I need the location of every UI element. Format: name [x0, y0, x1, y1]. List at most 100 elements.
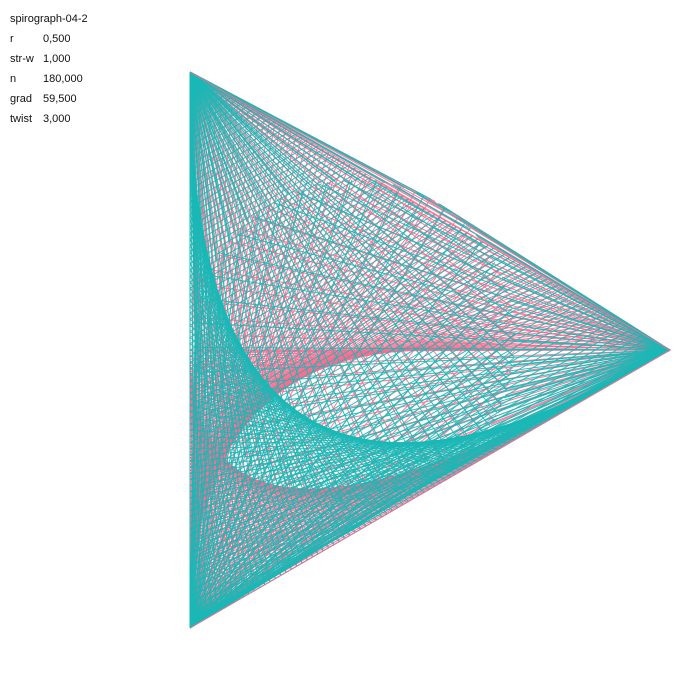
spiro-line-teal: [189, 83, 212, 98]
spiro-line-pink: [189, 217, 459, 629]
spiro-line-teal: [189, 90, 223, 110]
spiro-line-teal: [189, 161, 345, 252]
spiro-line-teal: [189, 284, 559, 499]
param-row-str-w: str-w 1,000: [10, 49, 88, 69]
spiro-line-teal: [189, 198, 282, 629]
spiro-line-teal: [189, 331, 639, 592]
spiro-line-teal: [189, 71, 469, 454]
spiro-line-teal: [189, 297, 580, 524]
param-row-n: n 180,000: [10, 69, 88, 89]
spiro-line-teal: [189, 358, 655, 610]
spiro-line-teal: [189, 71, 515, 357]
spiro-line-teal: [189, 315, 612, 561]
spiro-line-teal: [295, 190, 671, 351]
spiro-line-teal: [189, 151, 329, 234]
spiro-line-teal: [189, 361, 649, 604]
param-value: 59,500: [43, 93, 77, 105]
spiro-line-teal: [189, 139, 308, 209]
spiro-line-teal: [189, 281, 553, 493]
spiro-line-teal: [189, 355, 660, 617]
spiro-line-teal: [189, 86, 217, 104]
spiro-line-teal: [189, 71, 453, 214]
param-row-r: r 0,500: [10, 29, 88, 49]
spiro-line-teal: [253, 216, 671, 351]
spiro-line-teal: [189, 216, 441, 363]
spiro-line-teal: [189, 117, 271, 166]
spiro-line-teal: [189, 219, 447, 369]
spiro-line-teal: [198, 349, 671, 373]
spiro-line-teal: [189, 272, 537, 475]
spiro-line-teal: [189, 99, 239, 129]
spiro-line-teal: [189, 300, 585, 530]
spiro-line-teal: [189, 71, 407, 492]
spiro-line-teal: [189, 340, 655, 610]
spiro-line-teal: [189, 364, 644, 598]
spiro-line-teal: [189, 173, 367, 277]
spiro-line-teal: [511, 349, 671, 375]
spiro-line-teal: [189, 71, 458, 464]
sketch-title: spirograph-04-2: [10, 13, 88, 25]
spiro-line-teal: [200, 298, 671, 351]
spiro-line-teal: [189, 111, 260, 153]
spiro-line-teal: [189, 114, 265, 159]
spiro-line-teal: [189, 71, 471, 230]
spiro-line-teal: [189, 229, 463, 388]
spiro-line-teal: [189, 222, 452, 376]
spiro-line-teal: [189, 192, 399, 314]
spiro-line-teal: [189, 71, 334, 499]
param-key: r: [10, 33, 14, 45]
spiro-line-teal: [189, 102, 244, 135]
spiro-line-teal: [189, 133, 297, 197]
spiro-line-teal: [189, 287, 564, 505]
spiro-line-teal: [189, 495, 391, 629]
spiro-line-teal: [189, 71, 499, 271]
spiro-line-teal: [189, 170, 361, 271]
spiro-line-teal: [189, 71, 253, 463]
spiro-line-teal: [189, 188, 393, 308]
spiro-line-teal: [189, 71, 485, 435]
param-value: 0,500: [43, 33, 71, 45]
spiro-line-teal: [189, 207, 425, 345]
spiro-line-teal: [509, 300, 671, 351]
spiro-line-teal: [189, 71, 451, 470]
spiro-line-teal: [189, 241, 484, 413]
param-key: str-w: [10, 53, 34, 65]
spiro-line-teal: [189, 213, 436, 357]
spiro-line-pink: [213, 349, 671, 416]
spiro-line-teal: [189, 142, 313, 215]
spiro-line-teal: [189, 259, 516, 450]
spiro-line-teal: [189, 185, 388, 302]
spiro-line-teal: [189, 154, 335, 240]
spiro-line-teal: [273, 201, 671, 351]
spiro-line-teal: [189, 179, 377, 289]
spiro-line-teal: [189, 309, 601, 549]
spiro-line-teal: [189, 269, 532, 468]
spiro-line-teal: [189, 145, 319, 221]
spiro-line-teal: [189, 96, 233, 122]
spiro-line-teal: [229, 349, 671, 440]
spiro-line-teal: [189, 275, 543, 481]
spiro-line-teal: [189, 352, 665, 623]
spiro-line-teal: [189, 357, 515, 629]
spiro-line-teal: [189, 105, 249, 141]
spiro-line-teal: [189, 71, 416, 489]
spiro-line-teal: [189, 293, 575, 518]
spiro-line-teal: [220, 252, 671, 351]
spiro-line-teal: [189, 74, 196, 79]
spiro-line-teal: [189, 223, 466, 629]
spiro-line-teal: [189, 250, 500, 431]
triangle-edge: [189, 71, 671, 351]
spiro-line-teal: [189, 120, 276, 172]
spiro-line-teal: [189, 158, 340, 246]
spiro-line-teal: [189, 148, 324, 227]
spiro-line-teal: [189, 164, 351, 258]
spiro-line-teal: [189, 71, 491, 427]
triangle-edge: [189, 349, 671, 629]
spiro-line-teal: [189, 93, 228, 116]
param-key: twist: [10, 113, 32, 125]
spiro-line-teal: [189, 198, 409, 326]
spiro-line-teal: [189, 244, 489, 419]
spiro-line-teal: [189, 253, 505, 437]
spiro-line-teal: [210, 349, 671, 411]
spiro-line-teal: [189, 210, 431, 351]
